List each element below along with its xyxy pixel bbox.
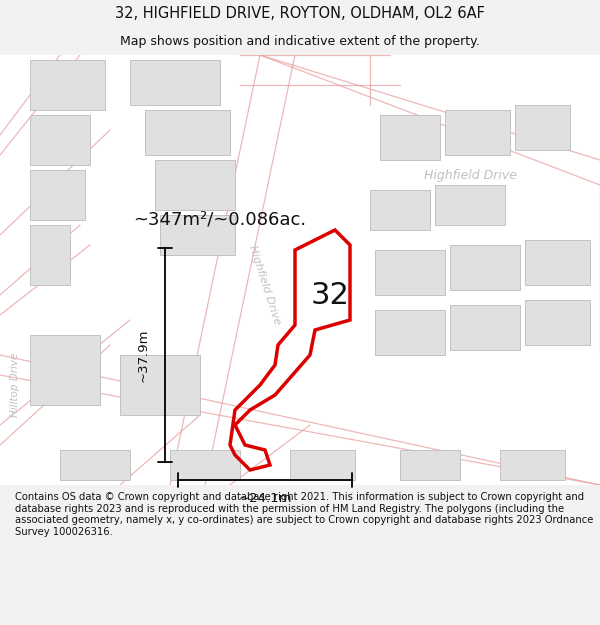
- Polygon shape: [60, 450, 130, 480]
- Polygon shape: [370, 190, 430, 230]
- Polygon shape: [375, 250, 445, 295]
- Text: ~37.9m: ~37.9m: [137, 328, 149, 382]
- Polygon shape: [435, 185, 505, 225]
- Polygon shape: [380, 115, 440, 160]
- Text: 32: 32: [311, 281, 349, 309]
- Text: Highfield Drive: Highfield Drive: [424, 169, 517, 181]
- Text: ~347m²/~0.086ac.: ~347m²/~0.086ac.: [133, 211, 307, 229]
- Polygon shape: [120, 355, 200, 415]
- Polygon shape: [400, 450, 460, 480]
- Polygon shape: [30, 225, 70, 285]
- Polygon shape: [450, 305, 520, 350]
- Text: Map shows position and indicative extent of the property.: Map shows position and indicative extent…: [120, 35, 480, 48]
- Polygon shape: [515, 105, 570, 150]
- Polygon shape: [290, 450, 355, 480]
- Text: Hilltop Drive: Hilltop Drive: [10, 352, 20, 418]
- Polygon shape: [155, 160, 235, 210]
- Text: 32, HIGHFIELD DRIVE, ROYTON, OLDHAM, OL2 6AF: 32, HIGHFIELD DRIVE, ROYTON, OLDHAM, OL2…: [115, 6, 485, 21]
- Polygon shape: [30, 335, 100, 405]
- Polygon shape: [30, 115, 90, 165]
- Polygon shape: [130, 60, 220, 105]
- Polygon shape: [170, 450, 240, 480]
- Text: Highfield Drive: Highfield Drive: [247, 244, 283, 326]
- Polygon shape: [500, 450, 565, 480]
- Polygon shape: [30, 170, 85, 220]
- Polygon shape: [30, 60, 105, 110]
- Text: Contains OS data © Crown copyright and database right 2021. This information is : Contains OS data © Crown copyright and d…: [15, 492, 593, 537]
- Polygon shape: [160, 215, 235, 255]
- Polygon shape: [145, 110, 230, 155]
- Polygon shape: [525, 300, 590, 345]
- Polygon shape: [445, 110, 510, 155]
- Polygon shape: [450, 245, 520, 290]
- Polygon shape: [525, 240, 590, 285]
- Text: ~24.1m: ~24.1m: [238, 491, 292, 504]
- Polygon shape: [375, 310, 445, 355]
